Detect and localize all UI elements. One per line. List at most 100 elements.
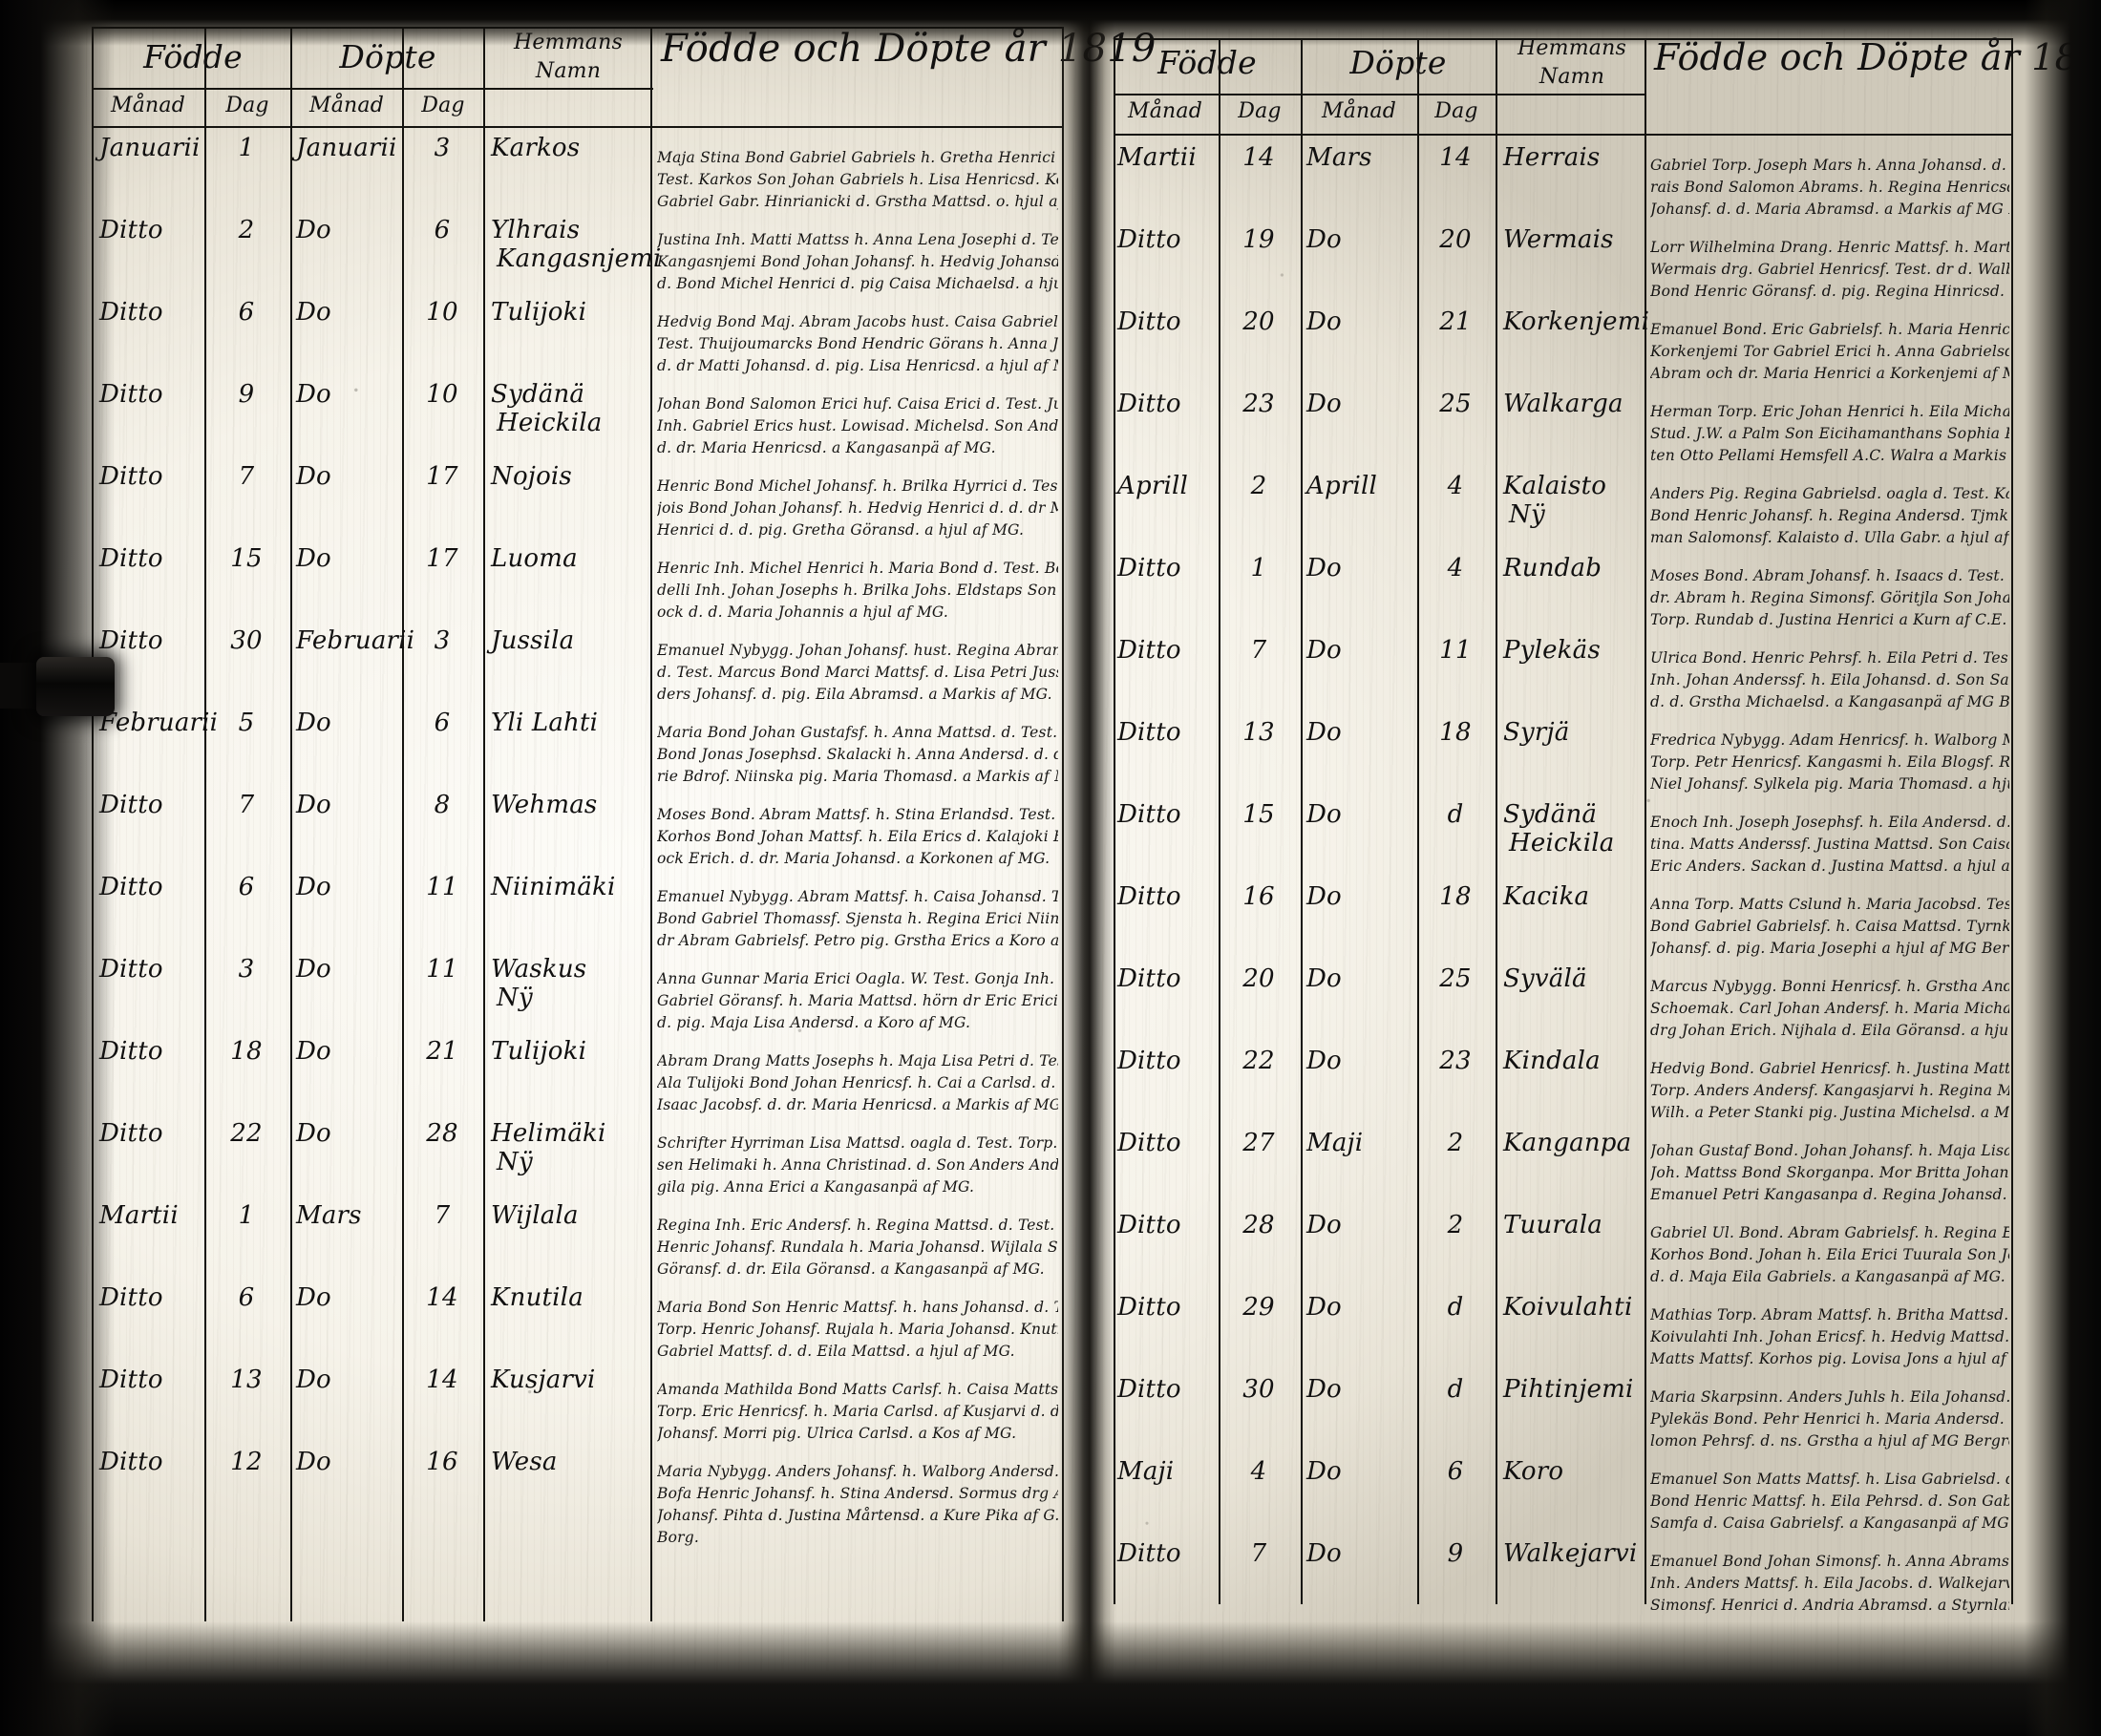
cell-born-day: 14	[1242, 143, 1275, 172]
cell-baptism-day: 2	[1447, 1129, 1464, 1157]
paper-fibre-texture	[86, 29, 2015, 1671]
cell-baptism-month: Maji	[1306, 1129, 1364, 1157]
subheader-dag-bapt: Dag	[1434, 99, 1478, 123]
cell-farm-name: Koro	[1503, 1457, 1564, 1486]
cell-record-text: Amanda Mathilda Bond Matts Carlsf. h. Ca…	[657, 1381, 1058, 1442]
cell-baptism-month: Do	[1306, 718, 1342, 747]
cell-farm-name: Tulijoki	[491, 1037, 587, 1066]
cell-farm-name-second-line: Nÿ	[497, 1148, 533, 1176]
column-header-dopte: Döpte	[339, 38, 436, 75]
paper-fibre-texture-2	[86, 29, 2015, 1671]
column-rule	[1301, 38, 1303, 1604]
cell-record-text: Schrifter Hyrriman Lisa Mattsd. oagla d.…	[657, 1134, 1058, 1196]
cell-born-month: Ditto	[99, 873, 163, 901]
cell-baptism-month: Do	[296, 462, 331, 491]
cell-born-day: 30	[1242, 1375, 1275, 1404]
table-row: Ditto 19 Do 20 Wermais Lorr Wilhelmina Drang.…	[1114, 225, 2011, 307]
cell-born-month: Ditto	[1117, 800, 1181, 829]
page-title-right: Födde och Döpte år 1819	[1654, 36, 2101, 78]
column-rule	[1417, 38, 1419, 1604]
table-row: Ditto 29 Do d Koivulahti Mathias Torp. Abram …	[1114, 1293, 2011, 1375]
table-row: Ditto 6 Do 11 Niinimäki Emanuel Nybygg. Abram…	[92, 873, 1062, 955]
cell-born-month: Aprill	[1117, 472, 1188, 500]
cell-born-month: Ditto	[1117, 390, 1181, 418]
cell-farm-name: Rundab	[1503, 554, 1602, 582]
cell-farm-name: Yli Lahti	[491, 709, 599, 737]
cell-born-day: 3	[238, 955, 255, 984]
cell-record-text: Moses Bond. Abram Johansf. h. Isaacs d. …	[1650, 567, 2009, 628]
cell-farm-name: Kusjarvi	[491, 1366, 596, 1394]
table-row: Ditto 23 Do 25 Walkarga Herman Torp. Eric Joh…	[1114, 390, 2011, 472]
cell-born-month: Ditto	[99, 1119, 163, 1148]
cell-baptism-month: Mars	[1306, 143, 1372, 172]
cell-baptism-month: Aprill	[1306, 472, 1377, 500]
subheader-manad-born: Månad	[1127, 99, 1202, 123]
cell-baptism-month: Do	[296, 709, 331, 737]
cell-born-day: 6	[238, 298, 255, 327]
cell-born-month: Ditto	[1117, 1047, 1181, 1075]
table-row: Martii 14 Mars 14 Herrais Gabriel Torp. Josep…	[1114, 143, 2011, 225]
cell-baptism-month: Do	[1306, 964, 1342, 993]
cell-record-text: Maja Stina Bond Gabriel Gabriels h. Gret…	[657, 149, 1058, 210]
register-page-right: Födde Döpte Hemmans Namn Födde och Döpte…	[1114, 0, 2101, 1736]
cell-farm-name: Wesa	[491, 1448, 558, 1476]
cell-born-day: 7	[238, 791, 255, 819]
table-row: Ditto 13 Do 14 Kusjarvi Amanda Mathilda Bond …	[92, 1366, 1062, 1448]
cell-baptism-month: Januarii	[296, 134, 397, 162]
cell-baptism-month: Do	[296, 298, 331, 327]
cell-record-text: Henric Inh. Michel Henrici h. Maria Bond…	[657, 560, 1058, 621]
cell-baptism-day: 18	[1439, 718, 1472, 747]
table-row: Ditto 15 Do d Sydänä Heickila Enoch Inh. Josep…	[1114, 800, 2011, 882]
cell-born-day: 1	[238, 134, 255, 162]
table-row: Ditto 3 Do 11 Waskus Nÿ Anna Gunnar Maria Eric…	[92, 955, 1062, 1037]
cell-baptism-day: 7	[434, 1201, 451, 1230]
cell-baptism-day: 25	[1439, 390, 1472, 418]
table-row: Ditto 12 Do 16 Wesa Maria Nybygg. Anders Joha…	[92, 1448, 1062, 1546]
cell-record-text: Johan Bond Salomon Erici huf. Caisa Eric…	[657, 395, 1058, 456]
cell-baptism-month: Do	[1306, 1211, 1342, 1239]
table-row: Ditto 16 Do 18 Kacika Anna Torp. Matts Cslund…	[1114, 882, 2011, 964]
cell-baptism-month: Do	[296, 544, 331, 573]
cell-record-text: Johan Gustaf Bond. Johan Johansf. h. Maj…	[1650, 1142, 2009, 1203]
cell-born-day: 12	[230, 1448, 263, 1476]
cell-record-text: Emanuel Bond. Eric Gabrielsf. h. Maria H…	[1650, 321, 2009, 382]
table-row: Ditto 22 Do 23 Kindala Hedvig Bond. Gabriel H…	[1114, 1047, 2011, 1129]
cell-farm-name: Sydänä	[491, 380, 585, 409]
cell-born-month: Ditto	[1117, 1539, 1181, 1568]
cell-born-month: Ditto	[1117, 718, 1181, 747]
cell-farm-name: Waskus	[491, 955, 587, 984]
cell-farm-name: Karkos	[491, 134, 581, 162]
cell-born-month: Ditto	[99, 298, 163, 327]
cell-born-day: 2	[1250, 472, 1267, 500]
cell-record-text: Herman Torp. Eric Johan Henrici h. Eila …	[1650, 403, 2009, 464]
cell-baptism-month: Do	[1306, 1375, 1342, 1404]
cell-baptism-month: Do	[296, 1366, 331, 1394]
cell-baptism-month: Do	[1306, 636, 1342, 665]
cell-born-month: Maji	[1117, 1457, 1175, 1486]
cell-farm-name: Syrjä	[1503, 718, 1570, 747]
cell-born-month: Ditto	[99, 626, 163, 655]
cell-born-day: 18	[230, 1037, 263, 1066]
cell-farm-name: Jussila	[491, 626, 575, 655]
cell-born-month: Ditto	[99, 955, 163, 984]
cell-farm-name: Walkarga	[1503, 390, 1624, 418]
cell-record-text: Emanuel Nybygg. Johan Johansf. hust. Reg…	[657, 642, 1058, 703]
cell-farm-name-second-line: Kangasnjemi	[497, 244, 662, 273]
cell-farm-name: Walkejarvi	[1503, 1539, 1638, 1568]
cell-farm-name: Wehmas	[491, 791, 598, 819]
cell-record-text: Mathias Torp. Abram Mattsf. h. Britha Ma…	[1650, 1306, 2009, 1367]
table-row: Ditto 7 Do 8 Wehmas Moses Bond. Abram Mattsf.…	[92, 791, 1062, 873]
cell-farm-name: Syvälä	[1503, 964, 1587, 993]
cell-born-day: 29	[1242, 1293, 1275, 1322]
cell-farm-name: Pihtinjemi	[1503, 1375, 1634, 1404]
cell-born-month: Ditto	[1117, 964, 1181, 993]
cell-born-day: 5	[238, 709, 255, 737]
cell-baptism-day: 17	[426, 462, 458, 491]
cell-baptism-month: Do	[296, 791, 331, 819]
cell-farm-name-second-line: Nÿ	[1509, 500, 1545, 529]
cell-born-day: 13	[1242, 718, 1275, 747]
table-row: Aprill 2 Aprill 4 Kalaisto Nÿ Anders Pig. Regi…	[1114, 472, 2011, 554]
column-rule	[2011, 38, 2013, 1604]
cell-farm-name: Herrais	[1503, 143, 1601, 172]
cell-farm-name: Kacika	[1503, 882, 1590, 911]
